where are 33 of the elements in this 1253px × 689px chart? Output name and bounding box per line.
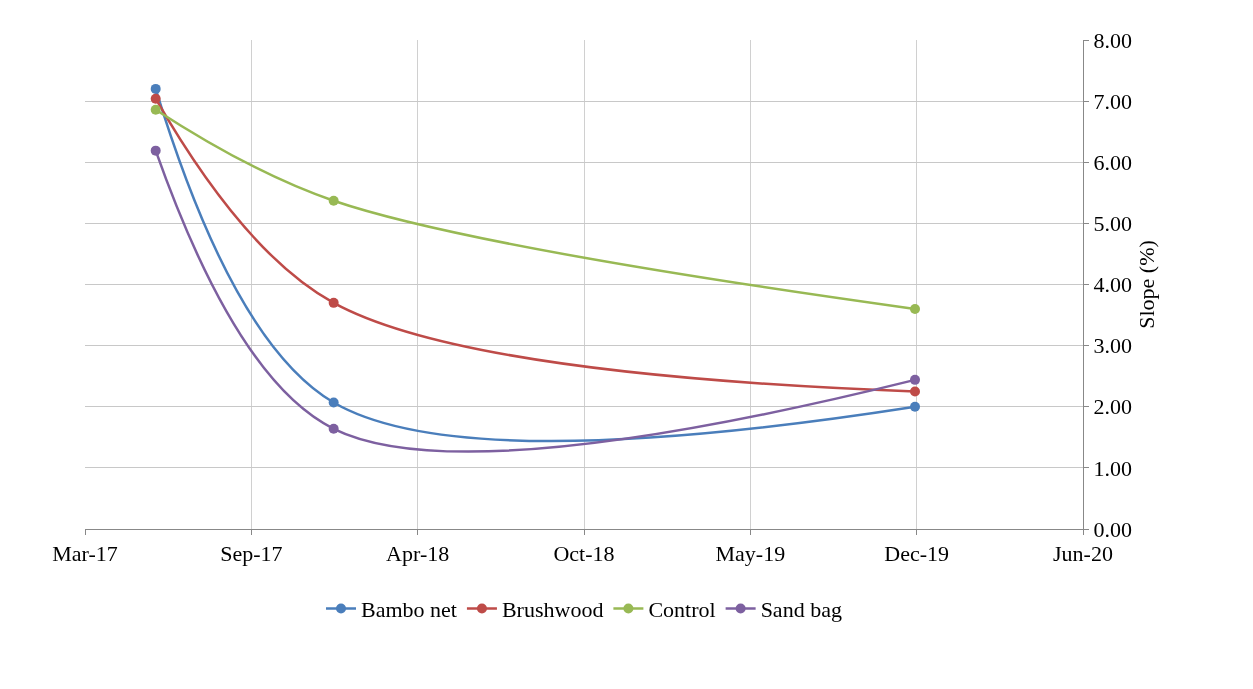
- y-tick-label: 0.00: [1093, 516, 1132, 542]
- point: [328, 297, 339, 308]
- y-axis-title: Slope (%): [1133, 240, 1159, 329]
- y-tick-label: 5.00: [1093, 211, 1132, 237]
- x-tick-label: Sep-17: [220, 541, 283, 567]
- x-tick-label: Jun-20: [1053, 541, 1113, 567]
- legend-label: Bambo net: [361, 597, 457, 623]
- point: [150, 145, 161, 156]
- y-tick-label: 4.00: [1093, 272, 1132, 298]
- legend-label: Brushwood: [501, 597, 604, 623]
- point: [328, 195, 339, 206]
- y-tick-label: 7.00: [1093, 88, 1132, 114]
- point: [328, 423, 339, 434]
- point: [150, 93, 161, 104]
- point: [910, 401, 920, 412]
- legend-label: Sand bag: [760, 597, 842, 623]
- legend-label: Control: [648, 597, 716, 623]
- y-tick-label: 6.00: [1093, 149, 1132, 175]
- point: [910, 386, 920, 397]
- point: [150, 83, 161, 94]
- point: [910, 374, 920, 385]
- x-tick-label: Oct-18: [553, 541, 615, 567]
- y-tick-label: 2.00: [1093, 394, 1132, 420]
- y-tick-label: 3.00: [1093, 333, 1132, 359]
- x-tick-label: Mar-17: [52, 541, 118, 567]
- x-tick-label: May-19: [715, 541, 786, 567]
- point: [328, 397, 339, 408]
- point: [150, 104, 161, 115]
- x-tick-label: Apr-18: [386, 541, 450, 567]
- y-tick-label: 1.00: [1093, 455, 1132, 481]
- x-tick-label: Dec-19: [884, 541, 950, 567]
- y-tick-label: 8.00: [1093, 27, 1132, 53]
- point: [910, 303, 920, 314]
